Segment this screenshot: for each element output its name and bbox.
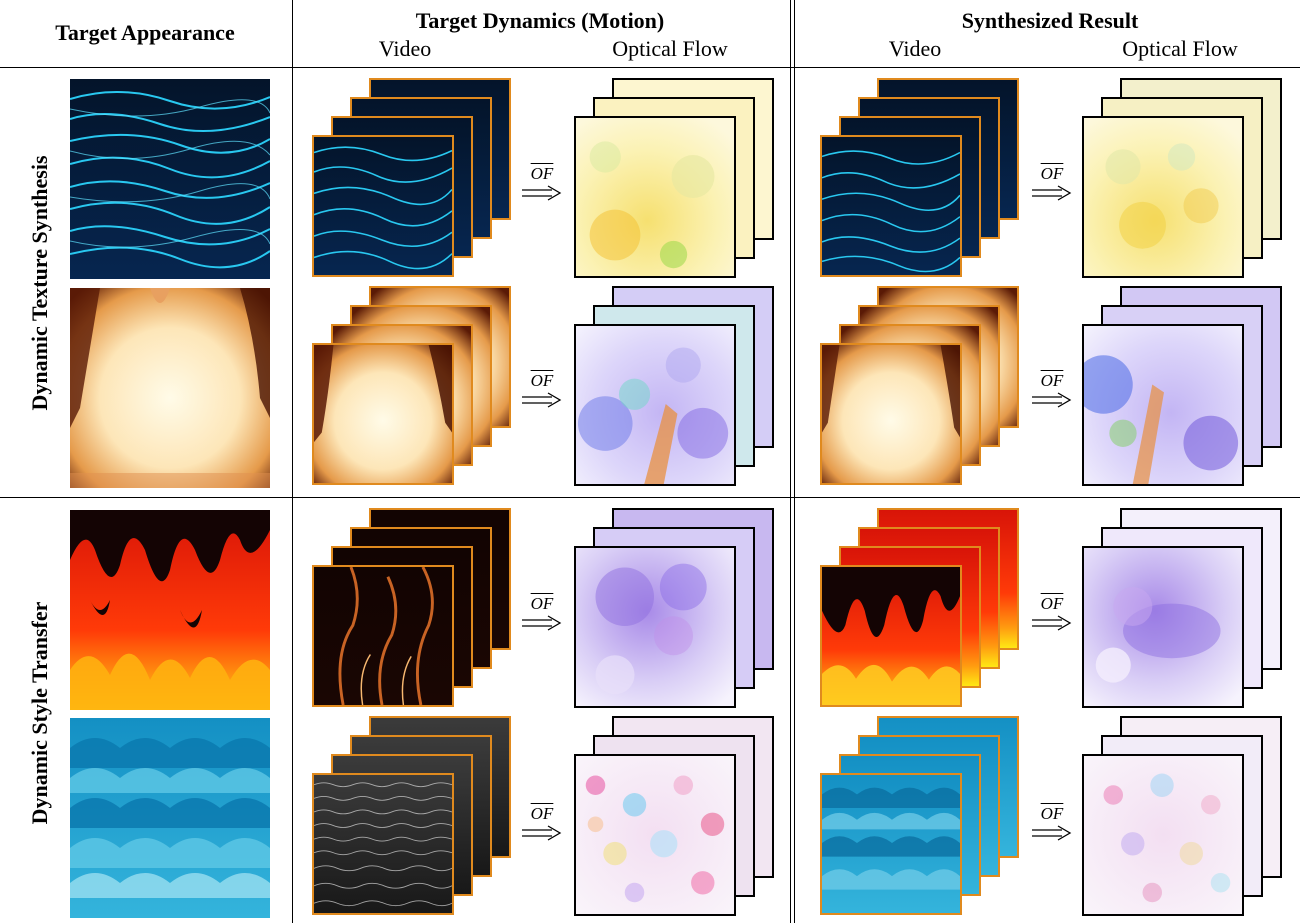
arrow-label: OF: [1040, 804, 1064, 823]
optical-flow-arrow: OF: [520, 595, 564, 635]
video-frame-front: [820, 565, 962, 707]
header-dynamics-video: Video: [378, 36, 432, 61]
middle-horizontal-rule: [0, 497, 1300, 498]
video-frame-front: [820, 773, 962, 915]
optical-flow-arrow: OF: [1030, 372, 1074, 412]
header-dynamics-flow: Optical Flow: [612, 36, 728, 61]
appearance-image-cartoon-flames: [70, 510, 270, 710]
optical-flow-arrow: OF: [520, 805, 564, 845]
header-synthesized-result: Synthesized Result: [961, 8, 1139, 33]
flow-frame-front: [574, 116, 736, 278]
arrow-label: OF: [530, 804, 554, 823]
header-target-appearance: Target Appearance: [55, 20, 235, 45]
video-frame-front: [820, 343, 962, 485]
appearance-image-water-lines: [70, 79, 270, 279]
flow-frame-front: [1082, 116, 1244, 278]
optical-flow-arrow: OF: [520, 372, 564, 412]
flow-frame-front: [1082, 546, 1244, 708]
arrow-label: OF: [530, 594, 554, 613]
header-result-video: Video: [888, 36, 942, 61]
video-frame-front: [820, 135, 962, 277]
vertical-rule-left: [292, 0, 293, 923]
arrow-label: OF: [1040, 164, 1064, 183]
row-group-label-texture-synthesis: Dynamic Texture Synthesis: [27, 155, 52, 411]
appearance-image-bright-fire: [70, 288, 270, 488]
optical-flow-arrow: OF: [520, 165, 564, 205]
row-group-label-style-transfer: Dynamic Style Transfer: [27, 601, 52, 825]
vertical-rule-double-b: [794, 0, 795, 923]
header-target-dynamics: Target Dynamics (Motion): [415, 8, 665, 33]
video-frame-front: [312, 565, 454, 707]
top-horizontal-rule: [0, 67, 1300, 68]
appearance-image-cartoon-waves: [70, 718, 270, 918]
vertical-rule-double-a: [790, 0, 791, 923]
video-frame-front: [312, 773, 454, 915]
arrow-label: OF: [530, 371, 554, 390]
flow-frame-front: [574, 546, 736, 708]
flow-frame-front: [574, 324, 736, 486]
arrow-label: OF: [1040, 371, 1064, 390]
video-frame-front: [312, 135, 454, 277]
optical-flow-arrow: OF: [1030, 165, 1074, 205]
arrow-label: OF: [530, 164, 554, 183]
arrow-label: OF: [1040, 594, 1064, 613]
optical-flow-arrow: OF: [1030, 595, 1074, 635]
header-result-flow: Optical Flow: [1122, 36, 1238, 61]
video-frame-front: [312, 343, 454, 485]
flow-frame-front: [1082, 754, 1244, 916]
flow-frame-front: [574, 754, 736, 916]
flow-frame-front: [1082, 324, 1244, 486]
optical-flow-arrow: OF: [1030, 805, 1074, 845]
